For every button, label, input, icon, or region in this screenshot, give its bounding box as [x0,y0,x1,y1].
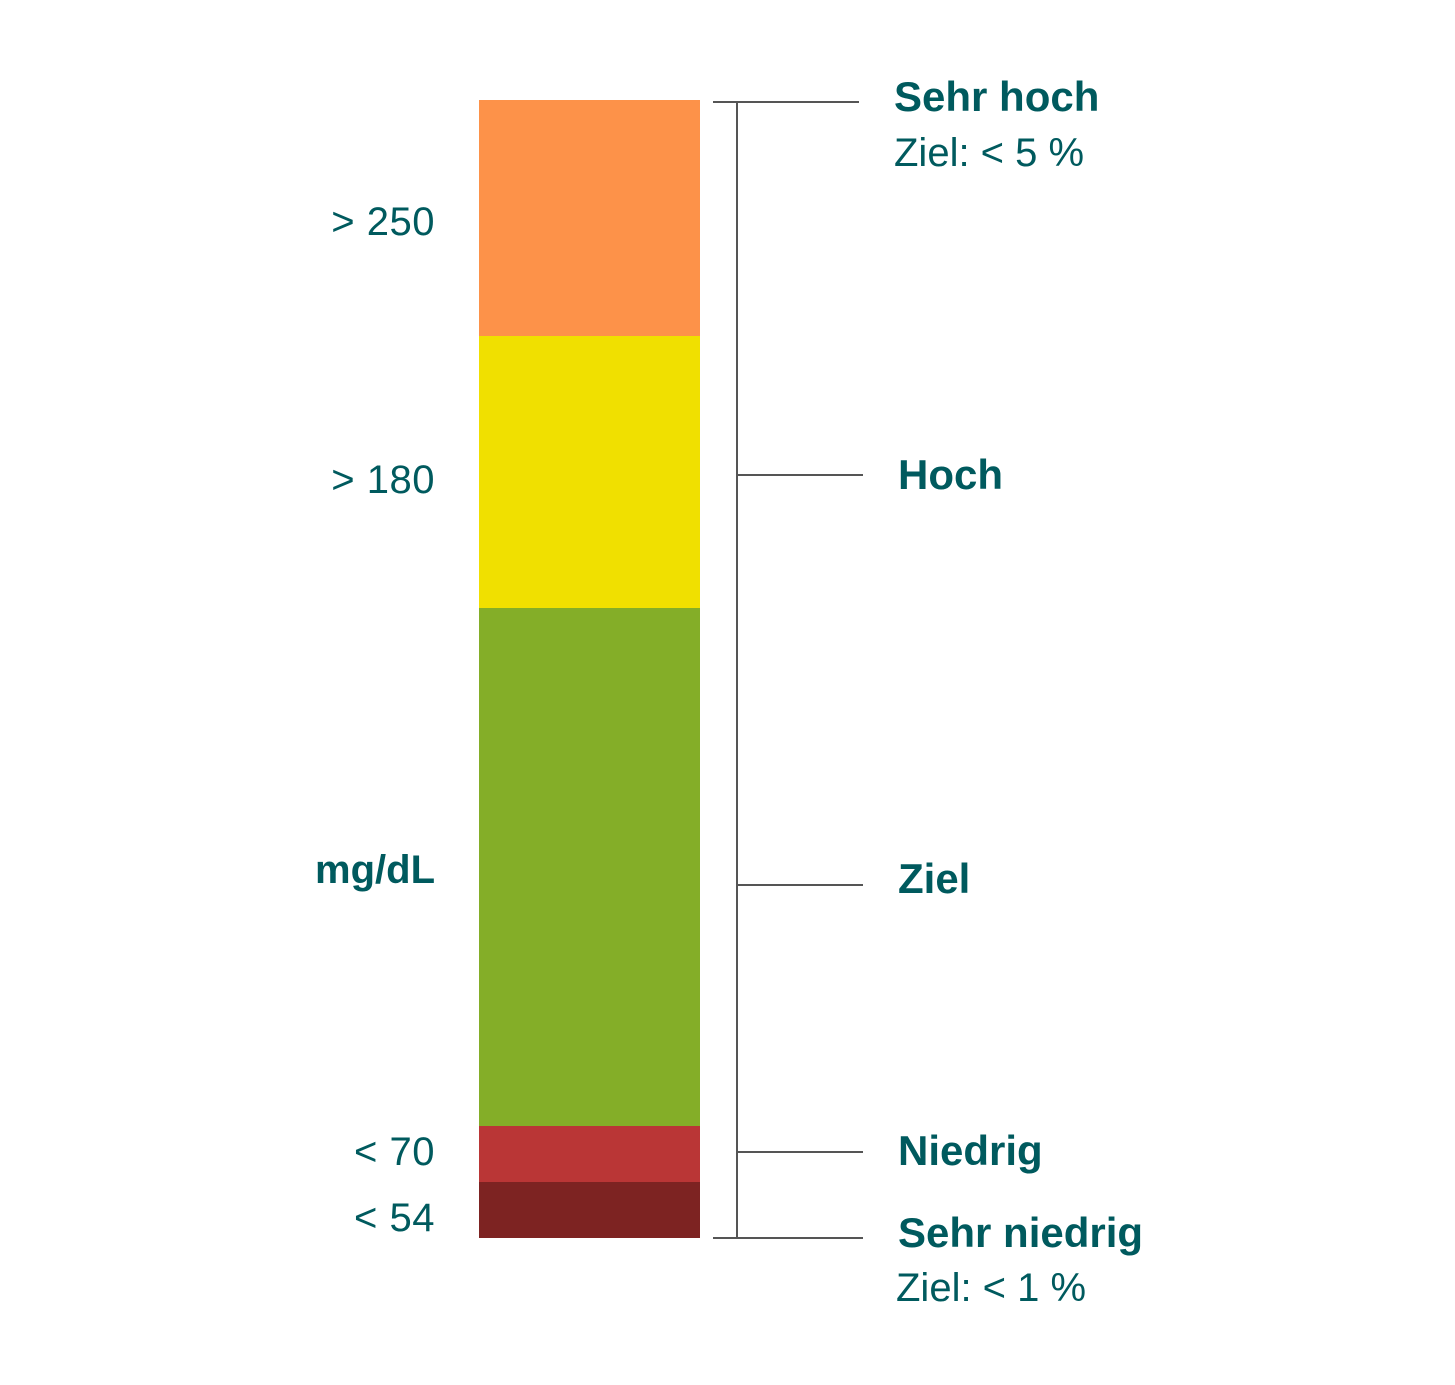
threshold-very-low: < 54 [354,1196,435,1240]
range-target-very-high: Ziel: < 5 % [894,131,1085,175]
bar-segment-target [479,608,700,1126]
threshold-low: < 70 [354,1130,435,1174]
range-label-very-low: Sehr niedrig [898,1209,1144,1256]
range-label-very-high: Sehr hoch [894,73,1100,120]
unit-label: mg/dL [315,848,435,892]
threshold-very-high: > 250 [331,200,435,244]
threshold-high: > 180 [331,458,435,502]
range-label-low: Niedrig [898,1127,1043,1174]
bar-segment-high [479,336,700,608]
range-label-target: Ziel [898,855,971,902]
bar-segment-very-high [479,100,700,336]
range-label-high: Hoch [898,451,1003,498]
range-target-very-low: Ziel: < 1 % [896,1266,1087,1310]
bar-segment-low [479,1126,700,1182]
bar-segment-very-low [479,1182,700,1238]
